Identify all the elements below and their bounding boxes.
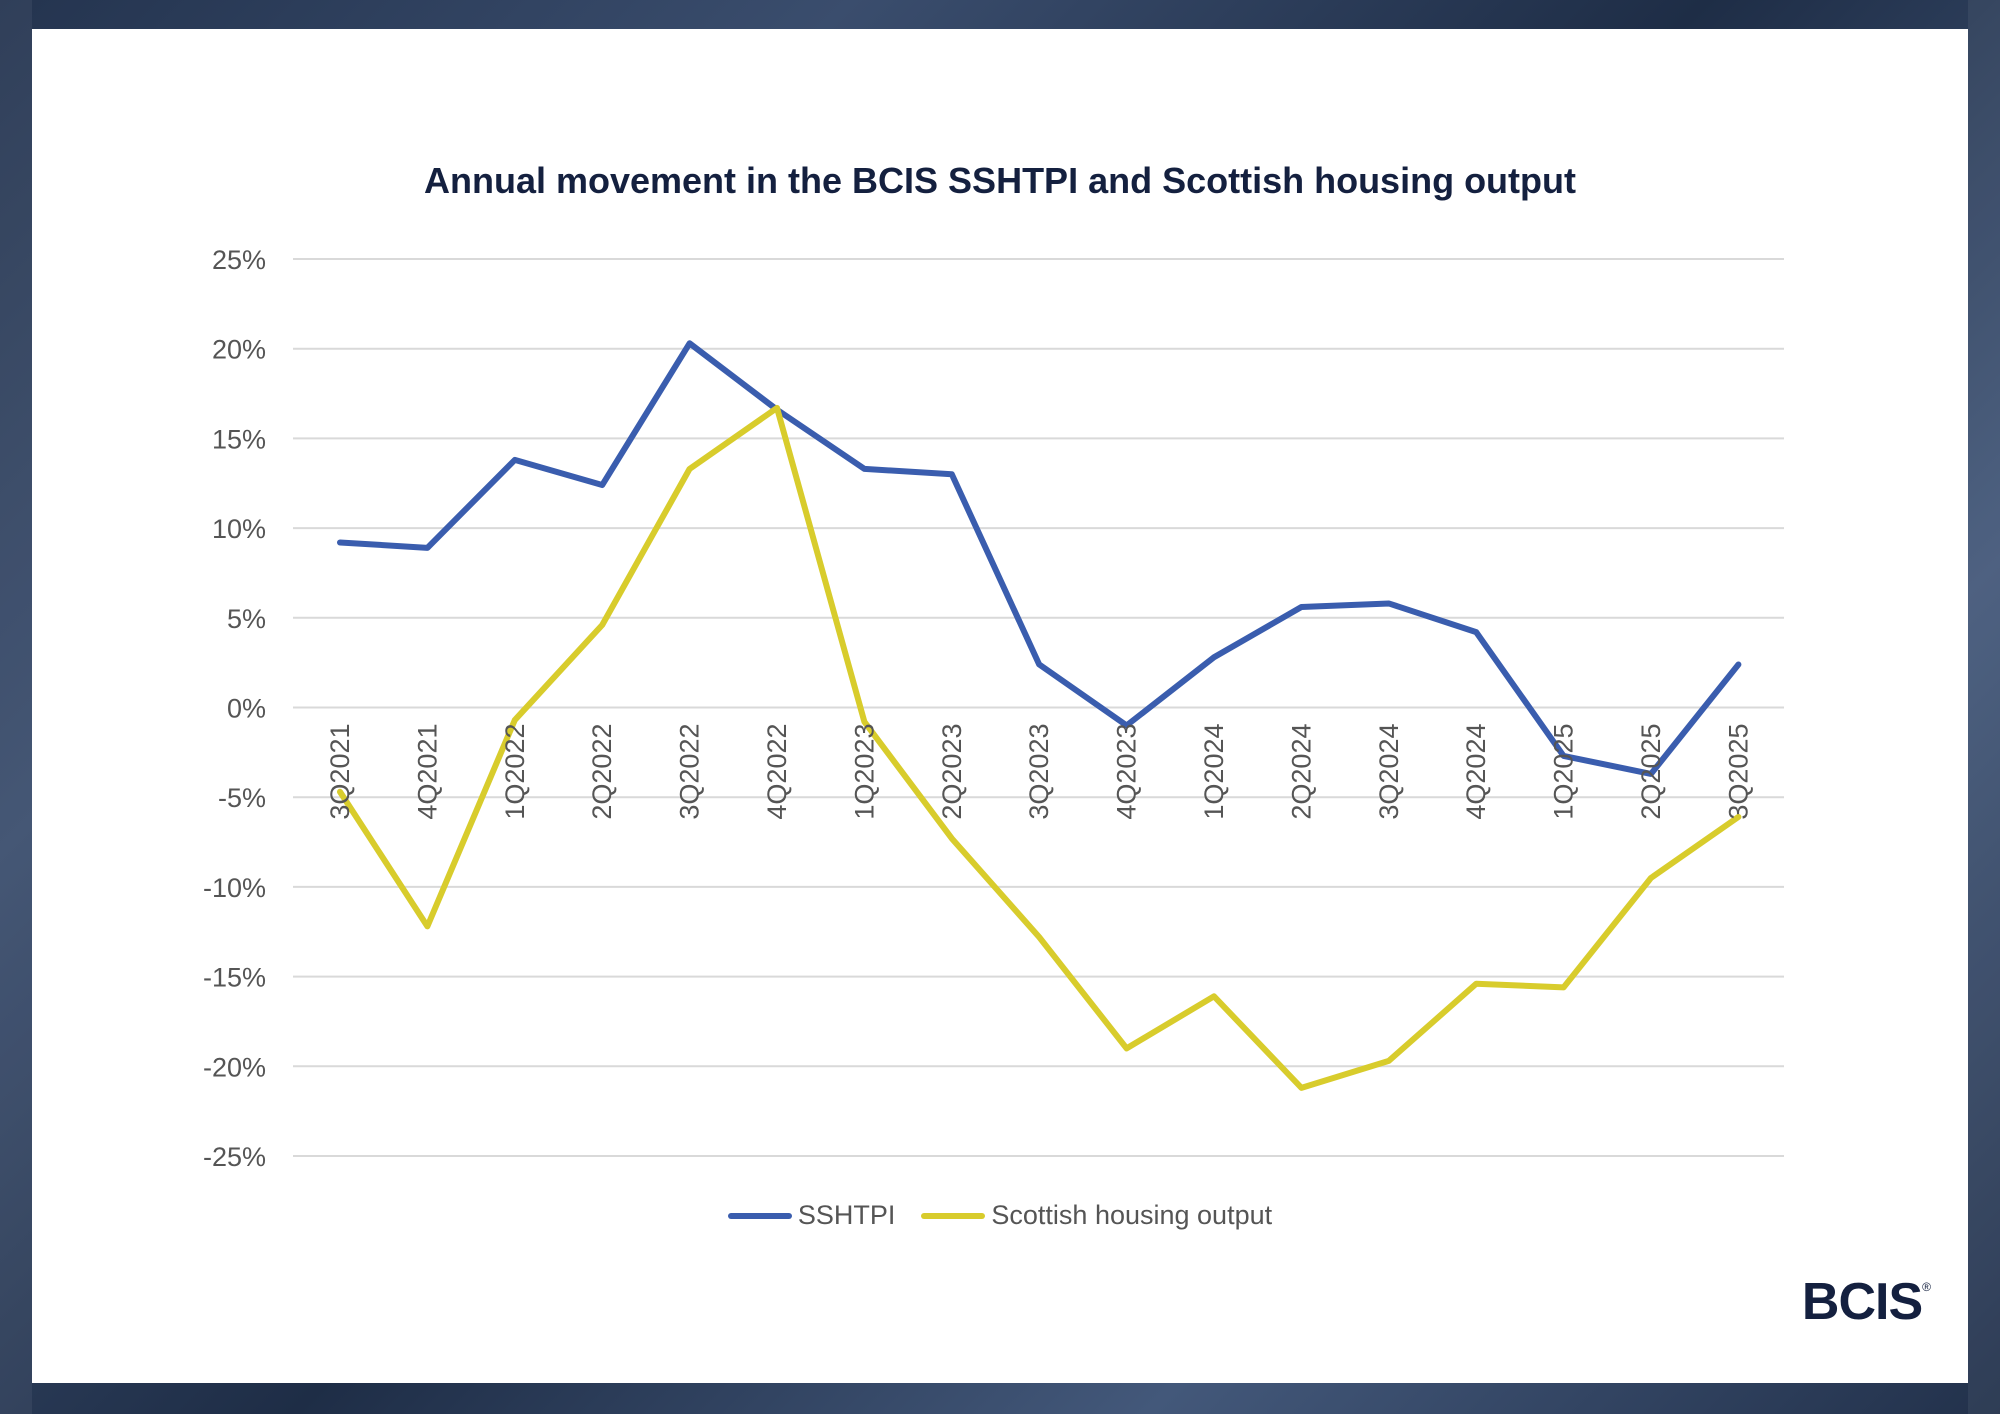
legend-item-scottish-housing-output[interactable]: Scottish housing output (921, 1200, 1272, 1231)
x-tick-label: 1Q2022 (500, 724, 530, 820)
series-line-scottish-housing-output[interactable] (337, 404, 1742, 1091)
x-tick-label: 3Q2023 (1024, 724, 1054, 820)
y-tick-label: -20% (203, 1052, 266, 1082)
x-tick-label: 4Q2023 (1112, 724, 1142, 820)
x-tick-label: 1Q2025 (1549, 724, 1579, 820)
x-tick-label: 3Q2022 (675, 724, 705, 820)
bcis-logo: BCIS® (1801, 1273, 1931, 1331)
chart-title: Annual movement in the BCIS SSHTPI and S… (423, 160, 1577, 201)
x-tick-label: 3Q2021 (325, 724, 355, 820)
x-tick-label: 2Q2024 (1286, 724, 1316, 820)
y-tick-label: -10% (203, 873, 266, 903)
y-tick-label: -15% (203, 963, 266, 993)
x-tick-label: 1Q2023 (849, 724, 879, 820)
x-tick-label: 2Q2023 (937, 724, 967, 820)
y-tick-label: 5% (227, 604, 266, 634)
series-lines (337, 340, 1742, 1091)
x-tick-label: 3Q2024 (1374, 724, 1404, 820)
legend-label-scottish-housing-output: Scottish housing output (991, 1200, 1273, 1230)
legend-label-sshtpi: SSHTPI (797, 1200, 896, 1230)
chart-card (32, 29, 1968, 1383)
x-tick-label: 2Q2022 (587, 724, 617, 820)
x-tick-label: 1Q2024 (1199, 724, 1229, 820)
y-tick-label: -25% (203, 1142, 266, 1172)
legend: SSHTPI Scottish housing output (0, 1200, 2000, 1231)
y-tick-label: 25% (212, 245, 266, 275)
y-tick-label: 0% (227, 694, 266, 724)
gridlines (293, 258, 1784, 1157)
x-axis-ticks: 3Q2021 4Q2021 1Q2022 2Q2022 3Q2022 4Q2022 1Q20… (325, 724, 1753, 820)
legend-swatch-scottish-housing-output (921, 1212, 986, 1219)
series-line-sshtpi[interactable] (337, 340, 1742, 777)
y-axis-ticks: 25% 20% 15% 10% 5% 0% -5% -10% -15% -20% -25% (203, 245, 266, 1172)
y-tick-label: 15% (212, 424, 266, 454)
x-tick-label: 4Q2024 (1461, 724, 1491, 820)
legend-item-sshtpi[interactable]: SSHTPI (727, 1200, 896, 1231)
x-tick-label: 4Q2022 (762, 724, 792, 820)
x-tick-label: 4Q2021 (412, 724, 442, 820)
x-tick-label: 3Q2025 (1723, 724, 1753, 820)
x-tick-label: 2Q2025 (1636, 724, 1666, 820)
y-tick-label: -5% (218, 783, 266, 813)
legend-swatch-sshtpi (727, 1212, 792, 1219)
y-tick-label: 20% (212, 335, 266, 365)
y-tick-label: 10% (212, 514, 266, 544)
